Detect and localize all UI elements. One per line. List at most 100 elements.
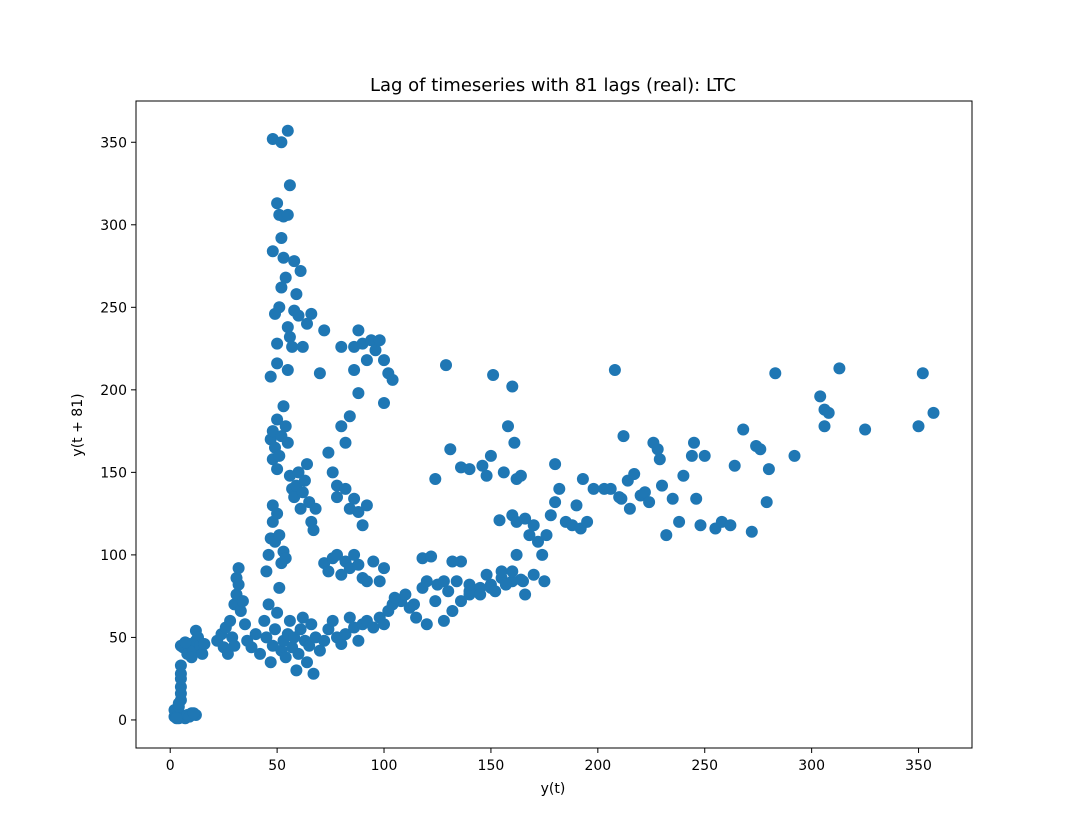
x-tick-label: 50 — [268, 758, 286, 774]
data-point — [367, 621, 380, 634]
data-point — [497, 466, 510, 479]
data-point — [818, 420, 831, 433]
data-point — [360, 499, 373, 512]
data-point — [283, 179, 296, 192]
data-point — [429, 595, 442, 608]
data-point — [506, 565, 519, 578]
data-point — [378, 618, 390, 631]
data-point — [506, 380, 519, 393]
data-point — [769, 367, 782, 380]
data-point — [266, 245, 279, 258]
data-point — [365, 334, 378, 347]
data-point — [303, 639, 316, 652]
data-point — [532, 535, 544, 548]
data-point — [455, 555, 467, 568]
data-point — [352, 506, 365, 518]
data-point — [643, 496, 656, 509]
data-point — [420, 618, 433, 631]
data-point — [283, 614, 296, 627]
data-point — [656, 479, 668, 492]
data-point — [269, 623, 281, 636]
data-point — [335, 568, 348, 581]
x-tick-label: 350 — [905, 758, 932, 774]
y-tick-label: 50 — [109, 630, 127, 646]
data-point — [352, 387, 365, 400]
data-point — [170, 712, 183, 725]
data-point — [463, 463, 476, 476]
data-point — [279, 651, 292, 664]
data-point — [480, 568, 493, 581]
data-point — [273, 301, 286, 314]
data-point — [313, 367, 326, 380]
data-point — [348, 548, 361, 561]
data-point — [279, 552, 292, 565]
x-tick-label: 0 — [166, 758, 175, 774]
data-point — [174, 659, 187, 672]
data-point — [440, 359, 452, 372]
data-point — [480, 469, 493, 482]
data-point — [281, 364, 294, 376]
data-point — [249, 628, 262, 641]
data-point — [198, 638, 211, 650]
data-point — [369, 344, 382, 357]
data-point — [292, 647, 305, 660]
data-point — [499, 578, 512, 591]
data-point — [510, 548, 523, 561]
data-point — [378, 397, 390, 409]
data-point — [234, 605, 247, 617]
data-point — [502, 420, 514, 433]
data-point — [307, 667, 320, 680]
data-point — [290, 664, 303, 677]
data-point — [221, 647, 234, 660]
data-point — [335, 638, 348, 650]
data-point — [519, 588, 532, 601]
data-point — [290, 288, 303, 301]
data-point — [927, 406, 940, 419]
data-point — [788, 449, 801, 462]
y-tick-label: 350 — [100, 135, 127, 151]
y-tick-label: 200 — [100, 383, 127, 399]
data-point — [318, 634, 331, 647]
data-point — [455, 595, 467, 608]
data-point — [245, 641, 258, 654]
y-ticks: 0 50 100 150 200 250 300 350 — [100, 135, 136, 729]
data-point — [271, 606, 284, 619]
data-point — [296, 486, 309, 499]
data-point — [519, 512, 532, 525]
data-point — [172, 697, 185, 710]
data-point — [581, 515, 594, 528]
data-point — [288, 631, 301, 644]
data-point — [260, 565, 273, 578]
data-point — [760, 496, 773, 509]
data-point — [587, 482, 600, 495]
data-point — [288, 255, 301, 268]
data-point — [549, 496, 562, 509]
x-tick-label: 100 — [371, 758, 398, 774]
data-point — [296, 611, 309, 624]
points-layer — [168, 124, 940, 725]
data-point — [493, 514, 506, 527]
data-point — [292, 466, 305, 479]
data-point — [273, 529, 286, 542]
data-point — [309, 502, 322, 515]
data-point — [688, 436, 700, 449]
data-point — [307, 524, 320, 537]
data-point — [523, 529, 536, 542]
data-point — [305, 618, 318, 631]
data-point — [262, 548, 275, 561]
data-point — [348, 492, 361, 505]
data-point — [638, 486, 651, 499]
data-point — [728, 459, 741, 472]
data-point — [271, 507, 284, 520]
data-point — [264, 656, 277, 669]
data-point — [549, 458, 562, 471]
data-point — [444, 443, 457, 456]
data-point — [653, 453, 666, 466]
data-point — [279, 271, 292, 284]
data-point — [296, 340, 309, 353]
data-point — [294, 623, 307, 636]
data-point — [318, 324, 331, 337]
data-point — [279, 420, 292, 433]
data-point — [388, 591, 401, 604]
